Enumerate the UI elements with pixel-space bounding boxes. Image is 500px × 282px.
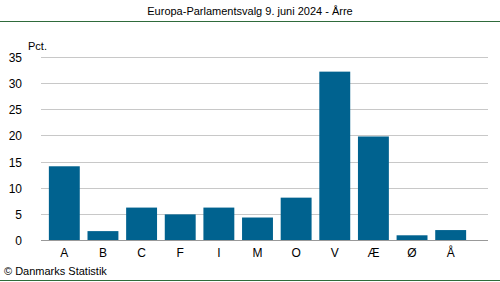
x-tick-label: A (60, 246, 68, 260)
bar (242, 218, 273, 240)
bars (49, 72, 466, 240)
y-tick-label: 15 (9, 156, 23, 170)
grid-line (41, 214, 488, 215)
source: © Danmarks Statistik (4, 265, 107, 277)
chart-svg: Europa-Parlamentsvalg 9. juni 2024 - Årr… (0, 0, 500, 282)
grid-line (41, 83, 488, 84)
bar (435, 230, 466, 240)
y-tick-label: 5 (15, 208, 22, 222)
x-tick-label: B (99, 246, 107, 260)
bar (281, 198, 312, 240)
bar (319, 72, 350, 240)
grid-line (41, 240, 488, 241)
frame-line (0, 21, 500, 22)
y-tick-label: 10 (9, 182, 23, 196)
grid-line (41, 188, 488, 189)
bar (358, 136, 389, 240)
bar (88, 231, 119, 240)
x-tick-label: Æ (367, 246, 379, 260)
grid-line (41, 162, 488, 163)
x-axis-line (41, 240, 488, 241)
title: Europa-Parlamentsvalg 9. juni 2024 - Årr… (147, 5, 352, 17)
x-tick-label: C (137, 246, 146, 260)
y-axis-label: Pct. (28, 40, 47, 52)
y-tick-label: 20 (9, 129, 23, 143)
x-tick-label: V (331, 246, 339, 260)
bar (203, 208, 234, 240)
y-tick-label: 0 (15, 234, 22, 248)
x-tick-label: M (253, 246, 263, 260)
frame-line (0, 280, 500, 281)
x-tick-label: Ø (407, 246, 416, 260)
bar (49, 166, 80, 240)
bar (397, 235, 428, 240)
x-tick-label: F (177, 246, 184, 260)
chart-container: Europa-Parlamentsvalg 9. juni 2024 - Årr… (0, 0, 500, 282)
y-tick-label: 25 (9, 103, 23, 117)
x-tick-label: I (217, 246, 220, 260)
grid-line (41, 109, 488, 110)
bar (126, 208, 157, 240)
y-tick-label: 30 (9, 77, 23, 91)
bar (165, 214, 196, 240)
y-tick-label: 35 (9, 51, 23, 65)
x-tick-label: Å (447, 245, 455, 260)
x-tick-label: O (291, 246, 300, 260)
grid-line (41, 135, 488, 136)
grid-line (41, 57, 488, 58)
